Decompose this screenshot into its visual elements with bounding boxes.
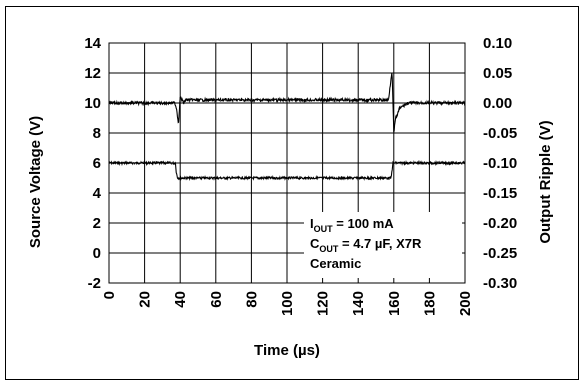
y-left-tick-label: 8 (93, 125, 101, 142)
y-right-tick-label: -0.30 (483, 275, 517, 292)
y-right-tick-label: 0.00 (483, 95, 512, 112)
x-tick-label: 60 (208, 291, 225, 308)
y-left-tick-label: -2 (88, 275, 101, 292)
y-left-axis-title: Source Voltage (V) (27, 116, 44, 248)
y-right-tick-label: -0.05 (483, 125, 517, 142)
y-left-tick-label: 10 (84, 95, 101, 112)
y-right-axis-title: Output Ripple (V) (537, 120, 554, 243)
y-left-tick-label: 14 (84, 35, 101, 52)
x-tick-label: 140 (350, 291, 367, 316)
annotation-line: COUT = 4.7 µF, X7R (310, 236, 422, 254)
y-left-tick-label: 4 (93, 185, 102, 202)
x-tick-label: 160 (386, 291, 403, 316)
y-right-tick-label: 0.05 (483, 65, 512, 82)
x-tick-labels: 0 20 40 60 80 100 120 140 160 180 200 (101, 291, 474, 316)
y-left-tick-label: 12 (84, 65, 101, 82)
series-group (108, 72, 466, 182)
chart-frame (5, 6, 579, 380)
y-left-tick-labels: 14 12 10 8 6 4 2 0 -2 (84, 35, 101, 292)
x-axis-title: Time (µs) (254, 342, 320, 359)
x-tick-label: 40 (172, 291, 189, 308)
x-tick-label: 200 (457, 291, 474, 316)
annotation-text: IOUT = 100 mA COUT = 4.7 µF, X7R Ceramic (310, 216, 422, 271)
y-left-tick-label: 0 (93, 245, 101, 262)
annotation-line: Ceramic (310, 256, 361, 271)
y-right-tick-label: -0.20 (483, 215, 517, 232)
annotation-line: IOUT = 100 mA (310, 216, 394, 234)
x-tick-label: 80 (243, 291, 260, 308)
y-right-tick-label: -0.25 (483, 245, 517, 262)
y-right-tick-labels: 0.10 0.05 0.00 -0.05 -0.10 -0.15 -0.20 -0.25 -0.… (483, 35, 517, 292)
x-tick-label: 0 (101, 291, 118, 299)
series-line (108, 159, 466, 182)
annotation-box (304, 212, 462, 278)
y-right-tick-label: -0.10 (483, 155, 517, 172)
x-tick-label: 100 (279, 291, 296, 316)
x-tick-label: 120 (315, 291, 332, 316)
y-left-tick-label: 2 (93, 215, 101, 232)
y-left-tick-label: 6 (93, 155, 101, 172)
y-right-tick-label: 0.10 (483, 35, 512, 52)
y-right-tick-label: -0.15 (483, 185, 517, 202)
x-tick-label: 180 (421, 291, 438, 316)
series-line (108, 72, 466, 133)
x-tick-label: 20 (137, 291, 154, 308)
